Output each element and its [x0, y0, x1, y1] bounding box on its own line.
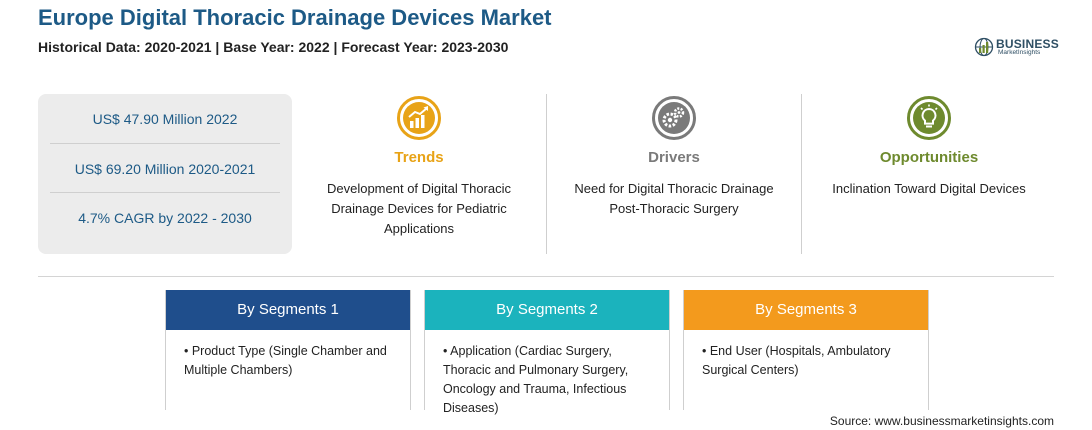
lightbulb-icon [907, 96, 951, 140]
opportunities-column: Opportunities Inclination Toward Digital… [802, 94, 1056, 254]
drivers-text: Need for Digital Thoracic Drainage Post-… [574, 181, 774, 216]
column-divider [801, 94, 802, 254]
segment-card-3: By Segments 3 • End User (Hospitals, Amb… [683, 290, 929, 410]
logo-wordmark: BUSINESS [996, 37, 1059, 51]
cagr-value: 4.7% CAGR by 2022 - 2030 [78, 210, 252, 226]
drivers-heading: Drivers [648, 149, 700, 166]
logo-subtext: MarketInsights [998, 49, 1041, 56]
segment-3-item: • End User (Hospitals, Ambulatory Surgic… [702, 344, 891, 377]
segment-1-heading: By Segments 1 [166, 290, 410, 330]
market-value-2022: US$ 47.90 Million 2022 [92, 111, 238, 127]
growth-chart-icon [397, 96, 441, 140]
stats-divider [50, 192, 280, 193]
segment-2-heading: By Segments 2 [425, 290, 669, 330]
drivers-column: Drivers Need for Digital Thoracic Draina… [547, 94, 801, 254]
market-stats-panel: US$ 47.90 Million 2022 US$ 69.20 Million… [38, 94, 292, 254]
stats-divider [50, 143, 280, 144]
segment-card-1: By Segments 1 • Product Type (Single Cha… [165, 290, 411, 410]
page-subtitle: Historical Data: 2020-2021 | Base Year: … [38, 39, 509, 55]
opportunities-heading: Opportunities [879, 149, 979, 166]
segment-3-heading: By Segments 3 [684, 290, 928, 330]
opportunities-text: Inclination Toward Digital Devices [832, 181, 1026, 196]
segment-card-2: By Segments 2 • Application (Cardiac Sur… [424, 290, 670, 415]
column-divider [546, 94, 547, 254]
page-title: Europe Digital Thoracic Drainage Devices… [38, 5, 552, 30]
trends-column: Trends Development of Digital Thoracic D… [292, 94, 546, 254]
gears-icon [652, 96, 696, 140]
trends-heading: Trends [394, 149, 444, 166]
trends-text: Development of Digital Thoracic Drainage… [326, 181, 511, 236]
section-divider [38, 276, 1054, 277]
market-value-historical: US$ 69.20 Million 2020-2021 [74, 161, 256, 177]
source-citation: Source: www.businessmarketinsights.com [829, 414, 1054, 428]
segment-2-item: • Application (Cardiac Surgery, Thoracic… [443, 344, 629, 415]
globe-logo-icon [974, 37, 994, 57]
brand-logo: BUSINESS MarketInsights [974, 36, 1060, 58]
segment-1-item: • Product Type (Single Chamber and Multi… [184, 344, 387, 377]
